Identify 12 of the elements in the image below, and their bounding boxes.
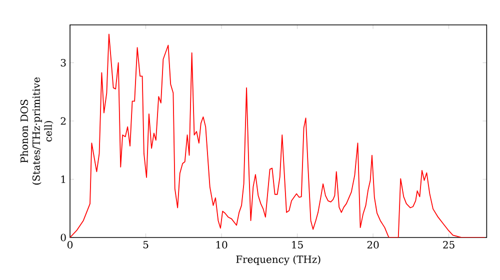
y-tick-label: 0 <box>60 234 66 242</box>
x-tick-label: 10 <box>216 240 228 249</box>
x-tick-label: 5 <box>143 240 148 248</box>
y-tick-label: 1 <box>61 176 66 183</box>
y-tick-label: 3 <box>60 58 66 67</box>
y-tick-label: 2 <box>60 117 66 125</box>
x-tick-label: 25 <box>443 240 454 249</box>
x-tick-label: 20 <box>367 240 379 249</box>
y-axis-title: Phonon DOS (States/THz·primitive cell) <box>20 77 54 185</box>
x-tick-label: 0 <box>68 240 73 249</box>
x-axis-title: Frequency (THz) <box>236 255 320 266</box>
x-tick-label: 15 <box>292 240 303 249</box>
